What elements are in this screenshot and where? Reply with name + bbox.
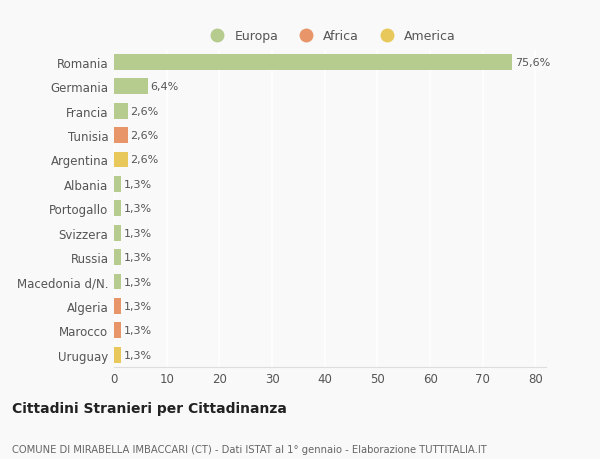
Text: 1,3%: 1,3% — [124, 252, 152, 263]
Bar — [114, 201, 121, 217]
Text: 1,3%: 1,3% — [124, 350, 152, 360]
Text: 1,3%: 1,3% — [124, 228, 152, 238]
Text: 1,3%: 1,3% — [124, 204, 152, 214]
Bar — [114, 250, 121, 265]
Bar — [114, 128, 128, 144]
Bar — [114, 323, 121, 339]
Text: 1,3%: 1,3% — [124, 326, 152, 336]
Bar — [114, 347, 121, 363]
Legend: Europa, Africa, America: Europa, Africa, America — [199, 25, 461, 48]
Text: 2,6%: 2,6% — [130, 155, 158, 165]
Text: Cittadini Stranieri per Cittadinanza: Cittadini Stranieri per Cittadinanza — [12, 402, 287, 415]
Bar — [114, 55, 512, 71]
Text: 2,6%: 2,6% — [130, 131, 158, 141]
Bar — [114, 79, 148, 95]
Bar — [114, 177, 121, 192]
Bar — [114, 274, 121, 290]
Bar — [114, 103, 128, 119]
Text: 1,3%: 1,3% — [124, 179, 152, 190]
Text: 75,6%: 75,6% — [515, 58, 550, 67]
Text: 1,3%: 1,3% — [124, 301, 152, 311]
Bar — [114, 298, 121, 314]
Text: 2,6%: 2,6% — [130, 106, 158, 117]
Bar — [114, 152, 128, 168]
Bar — [114, 225, 121, 241]
Text: COMUNE DI MIRABELLA IMBACCARI (CT) - Dati ISTAT al 1° gennaio - Elaborazione TUT: COMUNE DI MIRABELLA IMBACCARI (CT) - Dat… — [12, 444, 487, 454]
Text: 1,3%: 1,3% — [124, 277, 152, 287]
Text: 6,4%: 6,4% — [151, 82, 179, 92]
